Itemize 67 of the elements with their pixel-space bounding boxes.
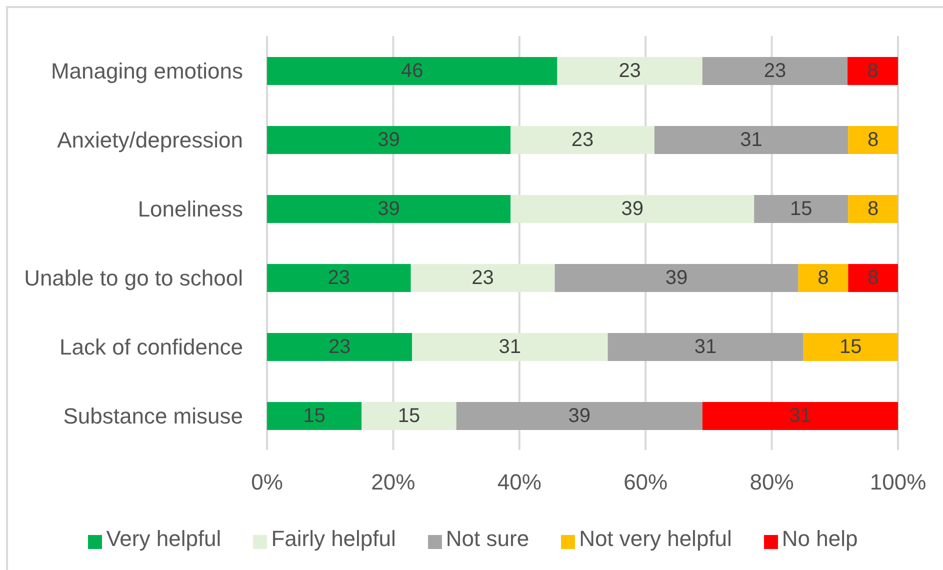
data-label: 15: [790, 198, 812, 220]
bar: [608, 333, 804, 361]
x-tick-label: 80%: [750, 470, 794, 495]
data-label: 39: [378, 129, 400, 151]
data-label: 15: [303, 405, 326, 427]
legend-label: Not very helpful: [579, 526, 732, 551]
bar: [267, 264, 411, 292]
y-tick-label: Anxiety/depression: [57, 127, 243, 152]
data-label: 8: [867, 60, 878, 82]
bar: [654, 126, 848, 154]
data-label: 39: [665, 267, 688, 289]
data-label: 15: [398, 405, 420, 427]
data-label: 8: [868, 267, 879, 289]
bar: [557, 57, 702, 85]
legend-label: No help: [782, 526, 858, 551]
x-tick-label: 20%: [371, 470, 416, 495]
y-tick-label: Unable to go to school: [24, 265, 243, 290]
y-tick-label: Managing emotions: [50, 58, 243, 84]
data-label: 8: [868, 129, 879, 151]
bar: [267, 126, 511, 154]
bar: [848, 126, 898, 154]
bar: [510, 195, 754, 223]
data-label: 23: [472, 267, 494, 289]
data-label: 46: [401, 60, 424, 82]
legend-label: Fairly helpful: [271, 526, 396, 551]
bar: [412, 333, 608, 361]
data-label: 31: [694, 336, 717, 358]
bar: [848, 195, 898, 223]
data-label: 39: [568, 405, 590, 427]
bar: [754, 195, 848, 223]
data-label: 8: [868, 198, 879, 220]
data-label: 39: [621, 198, 644, 220]
bar: [267, 333, 412, 361]
data-label: 31: [740, 129, 762, 151]
bar: [702, 402, 898, 430]
x-tick-label: 60%: [624, 470, 668, 495]
data-label: 23: [328, 336, 351, 358]
bar: [554, 264, 798, 292]
x-tick-label: 100%: [870, 470, 926, 495]
y-tick-label: Loneliness: [138, 196, 243, 222]
y-tick-label: Lack of confidence: [60, 334, 243, 360]
data-label: 23: [571, 129, 594, 151]
data-label: 31: [789, 405, 812, 427]
data-label: 8: [818, 267, 829, 289]
data-label: 15: [840, 336, 862, 358]
bar: [702, 57, 848, 85]
data-label: 31: [498, 336, 522, 358]
bar: [362, 402, 456, 430]
data-label: 23: [618, 60, 641, 82]
bar: [267, 57, 558, 85]
data-label: 23: [764, 60, 786, 82]
data-label: 39: [378, 198, 400, 220]
bar: [267, 402, 362, 430]
bar: [510, 126, 654, 154]
legend-label: Not sure: [446, 526, 530, 551]
bar: [803, 333, 898, 361]
bar: [410, 264, 555, 292]
bar: [848, 57, 898, 85]
x-tick-label: 40%: [497, 470, 542, 495]
bar: [848, 264, 898, 292]
x-tick-label: 0%: [251, 470, 283, 495]
bar: [798, 264, 848, 292]
bar: [267, 195, 511, 223]
bar: [456, 402, 702, 430]
data-label: 23: [328, 267, 350, 289]
legend-label: Very helpful: [106, 526, 222, 551]
y-tick-label: Substance misuse: [63, 403, 243, 428]
